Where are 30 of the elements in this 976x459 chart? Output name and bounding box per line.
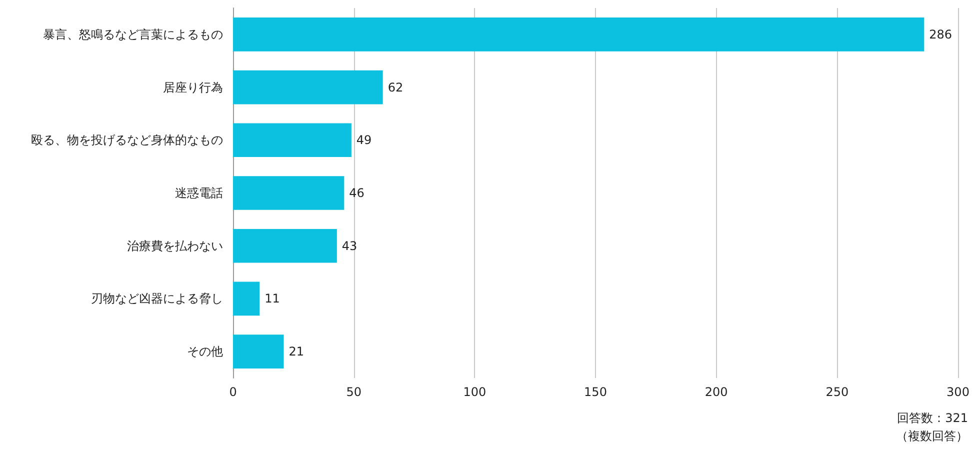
data-label: 11	[264, 292, 280, 306]
y-tick-label: その他	[187, 344, 223, 359]
y-tick-label: 迷惑電話	[175, 186, 223, 200]
bar	[233, 70, 383, 104]
text: 回答数：321	[897, 411, 968, 425]
y-tick-label: 暴言、怒鳴るなど言葉によるもの	[43, 27, 223, 42]
data-label: 43	[342, 238, 358, 253]
y-tick-label: 治療費を払わない	[127, 238, 223, 253]
x-tick-label: 0	[229, 385, 237, 399]
data-label: 46	[349, 186, 364, 200]
data-label: 286	[929, 27, 952, 42]
x-tick-label: 50	[346, 385, 362, 399]
data-label: 49	[356, 133, 372, 148]
bar	[233, 176, 344, 210]
bar	[233, 123, 352, 158]
text: （複数回答）	[896, 429, 968, 443]
data-label: 21	[288, 344, 304, 359]
bar	[233, 228, 337, 263]
y-tick-label: 刃物など凶器による脅し	[91, 292, 223, 306]
x-tick-label: 150	[584, 385, 607, 399]
x-tick-label: 100	[463, 385, 486, 399]
y-tick-label: 居座り行為	[163, 80, 223, 94]
bar	[233, 334, 284, 368]
bar	[233, 282, 260, 316]
data-label: 62	[388, 80, 404, 94]
y-tick-label: 殴る、物を投げるなど身体的なもの	[31, 133, 223, 148]
x-tick-label: 300	[946, 385, 970, 399]
x-tick-label: 200	[704, 385, 728, 399]
x-tick-label: 250	[826, 385, 849, 399]
bar	[233, 18, 924, 52]
